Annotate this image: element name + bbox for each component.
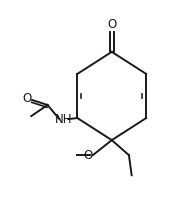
Text: O: O — [107, 18, 116, 31]
Text: NH: NH — [55, 113, 73, 126]
Text: O: O — [83, 149, 92, 162]
Text: O: O — [23, 93, 32, 105]
